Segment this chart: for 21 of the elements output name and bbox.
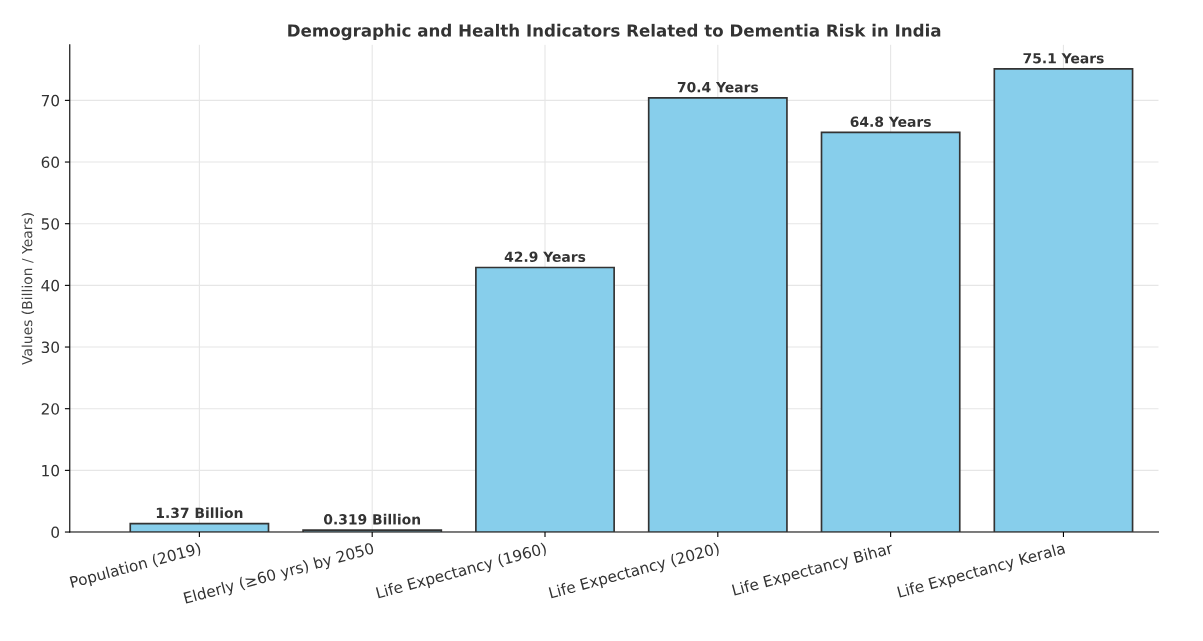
y-tick-label: 60 <box>41 156 60 169</box>
data-label: 70.4 Years <box>677 81 759 93</box>
y-tick-label: 40 <box>41 279 60 292</box>
data-label: 75.1 Years <box>1023 53 1104 64</box>
y-axis-title: Values (Billion / Years) <box>21 213 34 365</box>
y-tick-label: 0 <box>51 526 60 539</box>
y-tick-label: 50 <box>41 218 60 230</box>
bar <box>475 266 615 533</box>
chart-title: Demographic and Health Indicators Related to Dementia Risk in India <box>288 23 941 41</box>
data-label: 0.319 Billion <box>323 513 421 525</box>
data-label: 42.9 Years <box>504 251 586 263</box>
y-tick-label: 20 <box>41 403 60 415</box>
bar <box>993 68 1134 533</box>
bar <box>129 522 270 533</box>
bar <box>820 131 961 533</box>
bar <box>647 97 788 533</box>
data-label: 64.8 Years <box>850 116 931 127</box>
y-tick-label: 30 <box>41 341 60 354</box>
y-tick-label: 70 <box>41 94 60 107</box>
data-label: 1.37 Billion <box>156 507 243 519</box>
y-tick-label: 10 <box>42 464 60 477</box>
